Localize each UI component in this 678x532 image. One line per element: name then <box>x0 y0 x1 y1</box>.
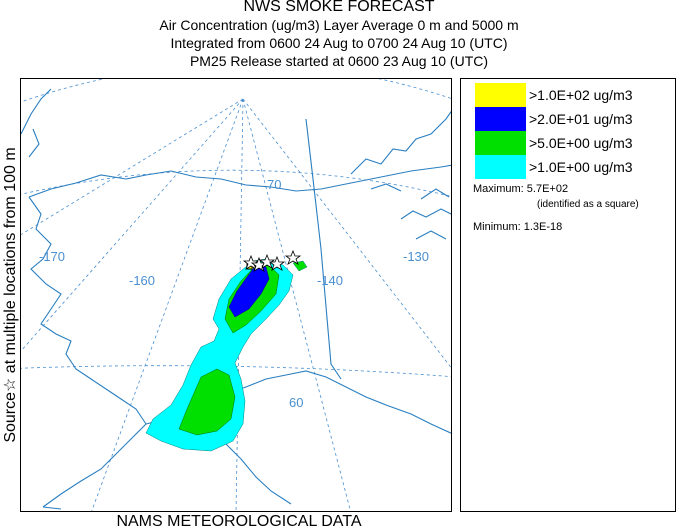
maximum-note: (identified as a square) <box>537 199 639 210</box>
legend-label: >5.0E+00 ug/m3 <box>529 135 633 151</box>
chart-title: NWS SMOKE FORECAST <box>243 0 435 15</box>
legend-item: >1.0E+00 ug/m3 <box>475 155 675 179</box>
smoke-plume <box>145 258 308 452</box>
source-location-label: Source☆ at multiple locations from 100 m <box>2 147 19 443</box>
legend-swatch-cyan <box>475 155 526 179</box>
legend-label: >1.0E+02 ug/m3 <box>529 87 633 103</box>
legend-swatch-blue <box>475 107 526 131</box>
label-lon-w130: -130 <box>403 249 429 264</box>
map-panel: -170 -160 -140 -130 70 60 <box>20 78 452 512</box>
source-star-icon <box>258 253 276 269</box>
legend-swatch-yellow <box>475 83 526 107</box>
graticule-meridians <box>21 98 451 511</box>
alaska-west-coast <box>28 196 147 508</box>
label-lon-w160: -160 <box>129 273 155 288</box>
source-star-icon <box>242 254 260 270</box>
plume-green-south <box>178 368 236 436</box>
side-label-container: Source☆ at multiple locations from 100 m <box>0 78 20 512</box>
legend-item: >5.0E+00 ug/m3 <box>475 131 675 155</box>
meridian-w130 <box>242 98 451 369</box>
plume-blue <box>228 264 270 318</box>
source-markers <box>242 249 302 272</box>
arctic-islands-2 <box>400 208 451 240</box>
label-lon-w170: -170 <box>39 249 65 264</box>
chukotka-coast <box>21 88 52 158</box>
legend-panel: >1.0E+02 ug/m3 >2.0E+01 ug/m3 >5.0E+00 u… <box>460 78 676 512</box>
meridian-w160 <box>91 98 244 511</box>
canada-border <box>305 118 342 380</box>
legend-item: >1.0E+02 ug/m3 <box>475 83 675 107</box>
meridian-w140 <box>242 98 351 511</box>
smoke-map: -170 -160 -140 -130 70 60 <box>21 79 451 511</box>
subtitle-integration-period: Integrated from 0600 24 Aug to 0700 24 A… <box>170 35 508 51</box>
label-lat-60: 60 <box>289 395 303 410</box>
parallel-80 <box>21 79 451 103</box>
alaska-north-coast <box>28 164 451 198</box>
source-star-icon <box>268 255 286 271</box>
arctic-islands <box>350 110 451 200</box>
parallel-60 <box>21 365 451 378</box>
legend-label: >1.0E+00 ug/m3 <box>529 159 633 175</box>
subtitle-concentration: Air Concentration (ug/m3) Layer Average … <box>159 17 519 33</box>
legend-item: >2.0E+01 ug/m3 <box>475 107 675 131</box>
subtitle-release-start: PM25 Release started at 0600 23 Aug 10 (… <box>189 53 489 69</box>
meridian-w180 <box>21 98 244 236</box>
source-star-icon <box>284 249 302 265</box>
legend-swatch-green <box>475 131 526 155</box>
label-lat-70: 70 <box>267 177 281 192</box>
aleutian-coast <box>42 438 292 510</box>
legend-label: >2.0E+01 ug/m3 <box>529 111 633 127</box>
label-lon-w140: -140 <box>317 273 343 288</box>
footer-source: NAMS METEOROLOGICAL DATA <box>116 513 362 530</box>
maximum-value: Maximum: 5.7E+02 <box>473 183 569 195</box>
minimum-value: Minimum: 1.3E-18 <box>473 221 563 233</box>
